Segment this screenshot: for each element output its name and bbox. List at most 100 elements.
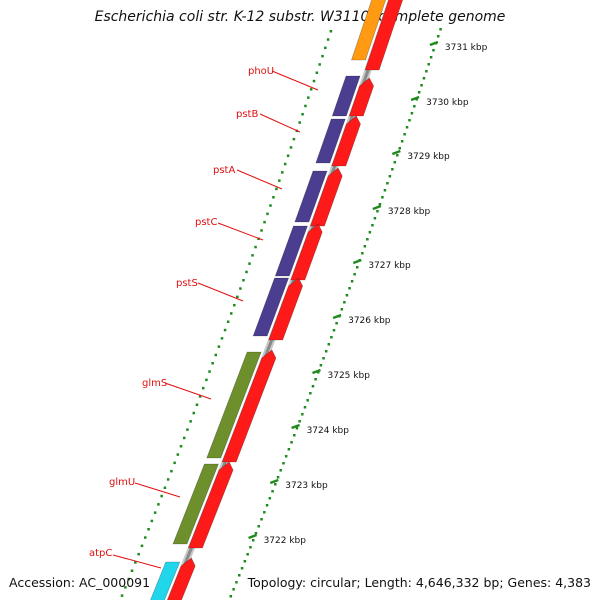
inner-tick xyxy=(329,30,333,33)
scale-tick xyxy=(254,532,258,535)
inner-tick xyxy=(144,536,147,539)
inner-tick xyxy=(321,54,324,58)
cds-arrow xyxy=(167,557,196,600)
feature-block-pstS xyxy=(252,277,290,337)
scale-label: 3730 kbp xyxy=(426,98,469,108)
cds-arrow xyxy=(221,349,277,463)
scale-tick xyxy=(298,420,301,423)
scale-tick xyxy=(319,364,323,367)
cds-arrow xyxy=(364,0,403,71)
gene-leader-line xyxy=(197,282,244,302)
gene-label: glmS xyxy=(142,378,167,389)
inner-tick xyxy=(160,494,163,498)
scale-tick xyxy=(317,371,320,374)
scale-tick xyxy=(355,266,359,269)
scale-tick xyxy=(363,245,367,248)
inner-tick xyxy=(214,353,218,357)
inner-tick xyxy=(269,204,272,207)
inner-tick xyxy=(140,544,144,548)
inner-tick xyxy=(166,478,170,481)
inner-tick xyxy=(120,594,124,597)
scale-major-tick xyxy=(291,423,301,430)
gene-leader-line xyxy=(217,222,264,241)
scale-tick xyxy=(260,518,263,521)
scale-tick xyxy=(386,182,389,185)
inner-tick xyxy=(176,453,180,456)
scale-label: 3722 kbp xyxy=(264,536,307,546)
inner-tick xyxy=(298,121,301,124)
inner-tick xyxy=(186,428,189,431)
inner-tick xyxy=(263,220,266,224)
feature-block-glmS xyxy=(206,351,262,459)
scale-tick xyxy=(413,105,416,108)
inner-tick xyxy=(278,179,281,182)
map-title: Escherichia coli str. K-12 substr. W3110… xyxy=(94,9,506,25)
scale-tick xyxy=(405,126,409,129)
scale-tick xyxy=(287,448,291,451)
scale-tick xyxy=(417,91,421,94)
scale-tick xyxy=(232,588,235,591)
inner-tick xyxy=(239,287,242,290)
scale-tick xyxy=(311,385,315,388)
scale-tick xyxy=(415,98,419,101)
feature-block-pstC xyxy=(274,225,308,277)
scale-tick xyxy=(237,574,241,577)
gene-leader-line xyxy=(259,113,301,133)
gene-label: phoU xyxy=(248,66,274,77)
scale-tick xyxy=(290,441,293,444)
scale-tick xyxy=(314,378,317,381)
scale-label: 3727 kbp xyxy=(368,261,411,271)
inner-tick xyxy=(233,303,236,307)
inner-tick xyxy=(134,561,137,564)
scale-tick xyxy=(265,504,269,507)
inner-tick xyxy=(304,104,307,108)
scale-tick xyxy=(432,49,435,52)
scale-label: 3731 kbp xyxy=(445,43,488,53)
scale-tick xyxy=(263,511,266,514)
scale-tick-track xyxy=(229,28,442,598)
scale-label: 3723 kbp xyxy=(285,481,328,491)
feature-block-orange xyxy=(351,0,386,61)
cds-arrow xyxy=(331,115,361,167)
scale-tick xyxy=(345,294,349,297)
scale-tick xyxy=(335,322,338,325)
scale-major-tick xyxy=(332,313,342,320)
inner-tick xyxy=(189,420,192,423)
gene-label: pstB xyxy=(236,109,258,120)
scale-label: 3725 kbp xyxy=(328,371,371,381)
scale-tick xyxy=(282,462,285,465)
scale-major-tick xyxy=(352,258,362,265)
gene-label: pstS xyxy=(176,278,198,289)
gene-leader-line xyxy=(134,482,181,498)
inner-tick xyxy=(202,386,205,390)
scale-tick xyxy=(327,343,331,346)
inner-tick xyxy=(289,146,293,149)
scale-tick xyxy=(400,140,404,143)
inner-tick xyxy=(223,328,227,332)
scale-tick xyxy=(332,329,336,332)
scale-tick xyxy=(353,273,356,276)
gene-label: glmU xyxy=(109,477,135,488)
inner-tick xyxy=(198,395,202,398)
inner-tick xyxy=(266,212,269,216)
inner-tick xyxy=(312,79,316,83)
scale-tick xyxy=(391,168,394,171)
scale-tick xyxy=(429,56,433,59)
gene-leader-line xyxy=(271,70,319,91)
inner-tick xyxy=(318,63,321,66)
inner-tick xyxy=(208,370,211,373)
scale-tick xyxy=(330,336,333,339)
scale-tick xyxy=(249,546,252,549)
scale-tick xyxy=(246,553,249,556)
scale-tick xyxy=(398,147,401,150)
inner-tick xyxy=(326,38,330,41)
scale-tick xyxy=(420,84,423,87)
feature-block-atpC xyxy=(150,561,181,600)
inner-tick xyxy=(236,295,239,299)
scale-label: 3729 kbp xyxy=(407,152,450,162)
scale-major-tick xyxy=(391,149,401,156)
scale-tick xyxy=(274,483,277,486)
scale-tick xyxy=(229,595,233,598)
scale-tick xyxy=(388,175,392,178)
scale-tick xyxy=(279,469,282,472)
